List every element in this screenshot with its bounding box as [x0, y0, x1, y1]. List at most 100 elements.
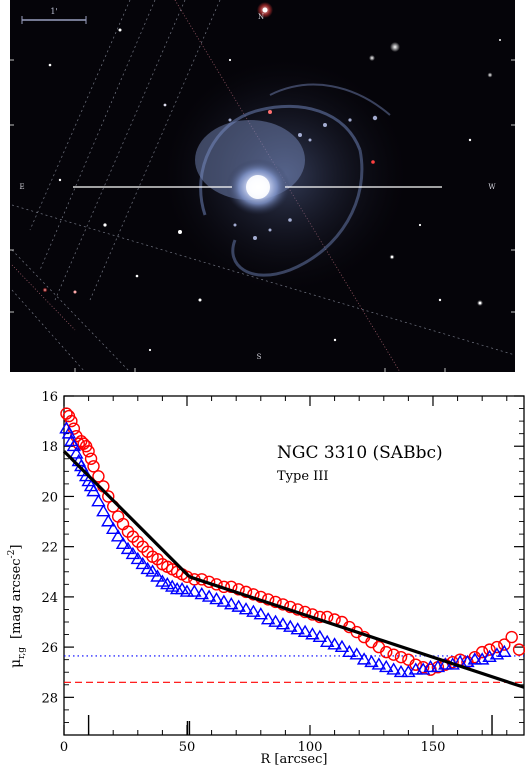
g-band-point	[130, 551, 146, 565]
r-band-point	[490, 640, 504, 654]
g-band-point	[86, 484, 101, 497]
g-band-point	[238, 602, 254, 615]
reference-lines	[64, 655, 524, 683]
y-axis-label-symbol: μ	[8, 659, 24, 668]
r-band-point	[483, 643, 496, 656]
g-band-point	[319, 634, 335, 647]
g-band-point	[246, 604, 261, 617]
scale-bar: 1'	[21, 7, 87, 24]
g-band-point	[497, 644, 512, 658]
g-band-point	[231, 599, 246, 612]
g-band-point	[327, 637, 342, 650]
frame-ticks	[10, 59, 515, 372]
field-stars	[42, 2, 501, 352]
g-band-point	[379, 659, 394, 673]
g-band-point	[101, 514, 116, 527]
g-band-point	[393, 664, 409, 678]
g-band-point	[423, 659, 438, 673]
y-tick-label: 24	[41, 591, 58, 606]
r-band-point	[225, 580, 238, 594]
g-band-point	[290, 622, 305, 635]
r-band-point	[394, 650, 408, 664]
x-axis-label: R [arcsec]	[261, 752, 328, 767]
y-axis-label-exponent: -2	[7, 550, 17, 559]
survey-grid-lines	[11, 0, 516, 373]
g-band-point	[386, 662, 401, 675]
g-band-point	[305, 627, 320, 640]
g-band-point	[96, 504, 111, 517]
g-band-point	[91, 494, 106, 507]
y-tick-label: 18	[41, 440, 58, 455]
r-band-point	[387, 648, 400, 661]
y-tick-label: 22	[41, 541, 58, 556]
r-band-point	[409, 658, 422, 671]
g-band-point	[364, 654, 379, 668]
g-band-point	[187, 584, 202, 597]
y-tick-label: 28	[41, 691, 58, 706]
x-tick-label: 150	[421, 740, 446, 755]
svg-text:μr,g[mag arcsec-2]: μr,g [mag arcsec-2]	[7, 545, 27, 668]
g-band-point	[312, 629, 328, 642]
scale-bar-label: 1'	[50, 7, 57, 16]
r-band-point	[475, 645, 489, 659]
plot-frame	[63, 395, 525, 736]
g-band-point	[145, 564, 160, 577]
compass-east-label: E	[19, 183, 24, 191]
galaxy-image: 1' N E W S	[10, 0, 516, 373]
r-band-point	[239, 585, 253, 599]
g-band-point	[334, 639, 350, 653]
r-band-point	[87, 460, 100, 473]
x-tick-label: 50	[179, 740, 196, 755]
galaxy-ngc-3310	[165, 60, 405, 290]
r-band-point	[498, 638, 511, 651]
g-band-point	[105, 521, 121, 534]
g-band-point	[125, 546, 141, 560]
y-tick-label: 20	[41, 490, 58, 505]
r-band-point	[247, 588, 260, 601]
r-band-point	[505, 630, 518, 644]
x-tick-label: 0	[60, 740, 68, 755]
g-band-point	[349, 647, 364, 660]
survey-stripe-lines	[11, 0, 401, 373]
r-band-point	[232, 583, 245, 596]
profile-chart-panel: 0 50 100 150 16 18 20 22 24 26 28 NGC 3310 (SABbc)…	[0, 372, 525, 771]
g-band-point	[61, 426, 77, 439]
g-band-point	[120, 541, 136, 555]
compass-south-label: S	[257, 353, 262, 361]
g-band-point	[253, 607, 269, 620]
g-band-point	[201, 589, 217, 602]
y-axis-label: μr,g [mag arcsec-2]	[7, 545, 27, 668]
y-tick-label: 26	[41, 641, 58, 656]
y-axis-label-subscript: r,g	[17, 647, 27, 659]
r-band-point	[102, 490, 115, 503]
g-band-point	[283, 619, 298, 632]
g-band-point	[194, 586, 209, 600]
g-band-point	[69, 446, 84, 459]
r-band-point	[84, 452, 98, 465]
g-band-point	[135, 556, 150, 570]
g-band-point	[467, 652, 483, 665]
g-band-point	[268, 614, 283, 627]
g-band-point	[275, 617, 291, 630]
g-band-point	[150, 569, 165, 582]
g-band-point	[179, 584, 195, 597]
r-band-point	[65, 414, 78, 428]
y-axis-label-close: ]	[9, 545, 24, 550]
fit-lines	[62, 450, 525, 689]
g-band-point	[224, 597, 239, 610]
g-band-point	[209, 592, 224, 605]
chart-subtitle: Type III	[277, 469, 329, 484]
g-band-point	[356, 652, 372, 665]
r-band-point	[82, 445, 95, 458]
compass-north-label: N	[258, 13, 264, 21]
galaxy-image-panel: 1' N E W S	[0, 0, 525, 373]
y-tick-label: 16	[41, 390, 58, 405]
g-band-point	[110, 529, 126, 542]
surface-brightness-chart: 0 50 100 150 16 18 20 22 24 26 28 NGC 3310 (SABbc)…	[7, 390, 525, 767]
g-band-series	[59, 421, 512, 678]
outer-disk-fit-line	[188, 575, 525, 689]
chart-title: NGC 3310 (SABbc)	[277, 443, 443, 463]
y-axis-label-unit: [mag arcsec	[9, 558, 24, 639]
compass-west-label: W	[488, 183, 496, 191]
x-tick-label: 100	[298, 740, 323, 755]
